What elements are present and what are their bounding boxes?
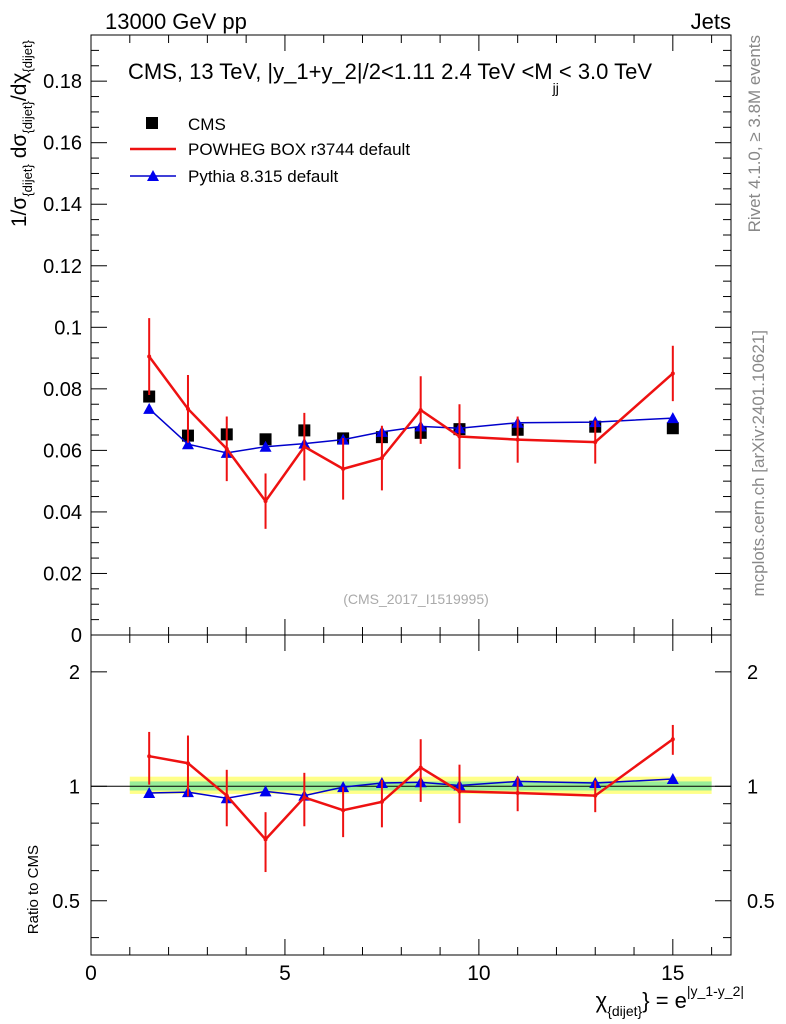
- analysis-watermark: (CMS_2017_I1519995): [343, 591, 489, 607]
- pythia-point: [259, 440, 272, 452]
- legend: CMS POWHEG BOX r3744 default Pythia 8.31…: [130, 115, 410, 186]
- main-axes: 0 0.02 0.04 0.06 0.08 0.1 0.12 0.14 0.16 0.18: [43, 34, 731, 647]
- powheg-point: [670, 371, 675, 376]
- ratio-y-tick-label-right: 0.5: [747, 891, 775, 913]
- mcplots-label: mcplots.cern.ch [arXiv:2401.10621]: [749, 330, 768, 596]
- powheg-ratio-point: [224, 793, 229, 798]
- legend-powheg-label: POWHEG BOX r3744 default: [188, 140, 410, 159]
- plot-title-sub: jj: [552, 80, 559, 96]
- main-y-tick-label: 0.12: [43, 256, 82, 278]
- powheg-point: [341, 466, 346, 471]
- main-series-layer: [143, 318, 679, 529]
- powheg-ratio-point: [670, 737, 675, 742]
- ratio-axes: 0 5 10 15 0.5 0.5 1 1 2 2: [52, 635, 775, 985]
- ratio-y-tick-label: 0.5: [52, 891, 80, 913]
- powheg-ratio-point: [341, 808, 346, 813]
- powheg-point: [224, 446, 229, 451]
- pythia-point: [181, 438, 194, 450]
- ratio-ylabel: Ratio to CMS: [25, 845, 42, 934]
- powheg-ratio-point: [185, 761, 190, 766]
- main-frame: [90, 34, 732, 636]
- x-tick-label: 10: [467, 962, 490, 985]
- main-y-tick-label: 0.06: [43, 440, 82, 462]
- pythia-ratio-point: [143, 787, 156, 799]
- ratio-y-tick-label-right: 2: [747, 662, 758, 684]
- powheg-point: [263, 499, 268, 504]
- cms-point: [666, 422, 679, 435]
- rivet-label: Rivet 4.1.0, ≥ 3.8M events: [745, 35, 764, 232]
- plot-title: CMS, 13 TeV, |y_1+y_2|/2<1.11 2.4 TeV <M…: [128, 59, 652, 96]
- ratio-frame: [90, 634, 732, 956]
- powheg-ratio-point: [457, 789, 462, 794]
- pythia-ratio-line: [149, 778, 673, 800]
- pythia-ratio-point: [337, 781, 350, 793]
- main-y-tick-label: 0: [71, 625, 82, 647]
- main-y-tick-label: 0.18: [43, 71, 82, 93]
- legend-pythia-label: Pythia 8.315 default: [188, 167, 339, 186]
- powheg-ratio-point: [302, 795, 307, 800]
- pythia-point: [143, 402, 156, 414]
- cms-point: [143, 390, 156, 403]
- ratio-y-tick-label: 1: [69, 776, 80, 798]
- main-y-tick-label: 0.16: [43, 133, 82, 155]
- powheg-point: [185, 406, 190, 411]
- powheg-ratio-point: [263, 837, 268, 842]
- main-ylabel: 1/σ{dijet} dσ{dijet}/dχ{dijet}: [8, 39, 35, 227]
- cms-point: [259, 433, 272, 446]
- x-tick-label: 15: [661, 962, 684, 985]
- powheg-ratio-point: [593, 793, 598, 798]
- pythia-ratio-point: [259, 785, 272, 797]
- legend-cms-marker: [146, 117, 158, 129]
- powheg-point: [515, 437, 520, 442]
- powheg-point: [457, 434, 462, 439]
- plot-title-tail: < 3.0 TeV: [559, 59, 652, 84]
- pythia-line: [148, 408, 673, 454]
- main-y-tick-label: 0.02: [43, 563, 82, 585]
- header-left: 13000 GeV pp: [105, 9, 247, 34]
- main-y-tick-label: 0.14: [43, 194, 82, 216]
- xlabel: χ{dijet}} = e|y_1-y_2|: [596, 983, 744, 1019]
- legend-pythia-marker: [147, 170, 159, 181]
- pythia-point: [666, 412, 679, 424]
- powheg-point: [418, 408, 423, 413]
- x-tick-label: 5: [279, 962, 291, 985]
- ratio-series-layer: [143, 724, 679, 873]
- powheg-point: [379, 456, 384, 461]
- powheg-point: [593, 440, 598, 445]
- powheg-ratio-point: [418, 765, 423, 770]
- ratio-y-tick-label-right: 1: [747, 776, 758, 798]
- main-y-tick-label: 0.04: [43, 502, 82, 524]
- ratio-y-tick-label: 2: [69, 662, 80, 684]
- legend-cms-label: CMS: [188, 115, 226, 134]
- x-tick-label: 0: [85, 962, 97, 985]
- powheg-ratio-point: [379, 799, 384, 804]
- powheg-point: [147, 354, 152, 359]
- main-y-tick-label: 0.08: [43, 379, 82, 401]
- pythia-ratio-point: [666, 773, 679, 785]
- powheg-line: [148, 355, 674, 504]
- powheg-point: [302, 444, 307, 449]
- powheg-ratio-point: [515, 791, 520, 796]
- plot-title-main: CMS, 13 TeV, |y_1+y_2|/2<1.11 2.4 TeV <M: [128, 59, 553, 84]
- powheg-ratio-point: [147, 754, 152, 759]
- main-y-tick-label: 0.1: [54, 317, 82, 339]
- header-right: Jets: [691, 9, 731, 34]
- powheg-ratio-line: [148, 738, 674, 842]
